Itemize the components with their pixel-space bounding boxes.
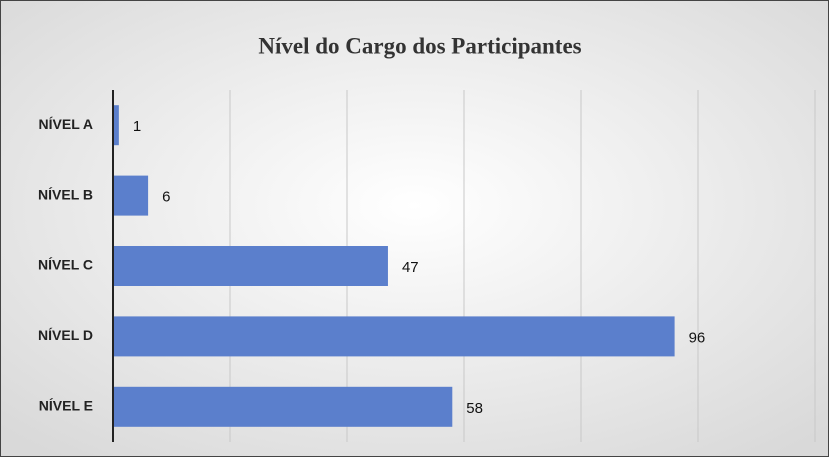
bar [113,105,119,146]
bar [113,386,453,427]
y-tick-label: NÍVEL E [39,398,93,414]
chart-title: Nível do Cargo dos Participantes [258,33,581,58]
bar [113,175,149,216]
data-label: 47 [402,259,419,276]
data-label: 1 [133,118,141,135]
y-tick-label: NÍVEL A [39,116,93,132]
y-tick-label: NÍVEL C [38,257,93,273]
y-tick-label: NÍVEL D [38,327,93,343]
data-label: 6 [162,189,170,206]
bar [113,246,388,286]
y-tick-label: NÍVEL B [38,186,93,202]
bar [113,316,675,357]
data-label: 96 [689,329,706,346]
data-label: 58 [466,400,483,417]
